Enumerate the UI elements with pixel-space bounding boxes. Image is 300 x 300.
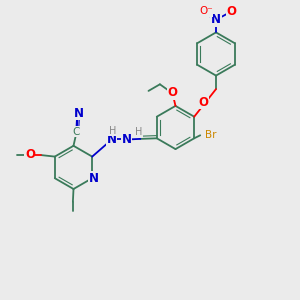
Text: N: N xyxy=(211,13,221,26)
Text: H: H xyxy=(135,127,142,137)
Text: O: O xyxy=(226,5,237,18)
Text: C: C xyxy=(73,127,80,137)
Text: O: O xyxy=(198,95,208,109)
Text: O: O xyxy=(25,148,35,161)
Text: O: O xyxy=(167,86,178,99)
Text: N: N xyxy=(107,133,117,146)
Text: Br: Br xyxy=(205,130,217,140)
Text: O⁻: O⁻ xyxy=(199,6,213,16)
Text: N: N xyxy=(89,172,99,185)
Text: N: N xyxy=(122,133,132,146)
Text: H: H xyxy=(109,125,116,136)
Text: N: N xyxy=(74,106,84,120)
